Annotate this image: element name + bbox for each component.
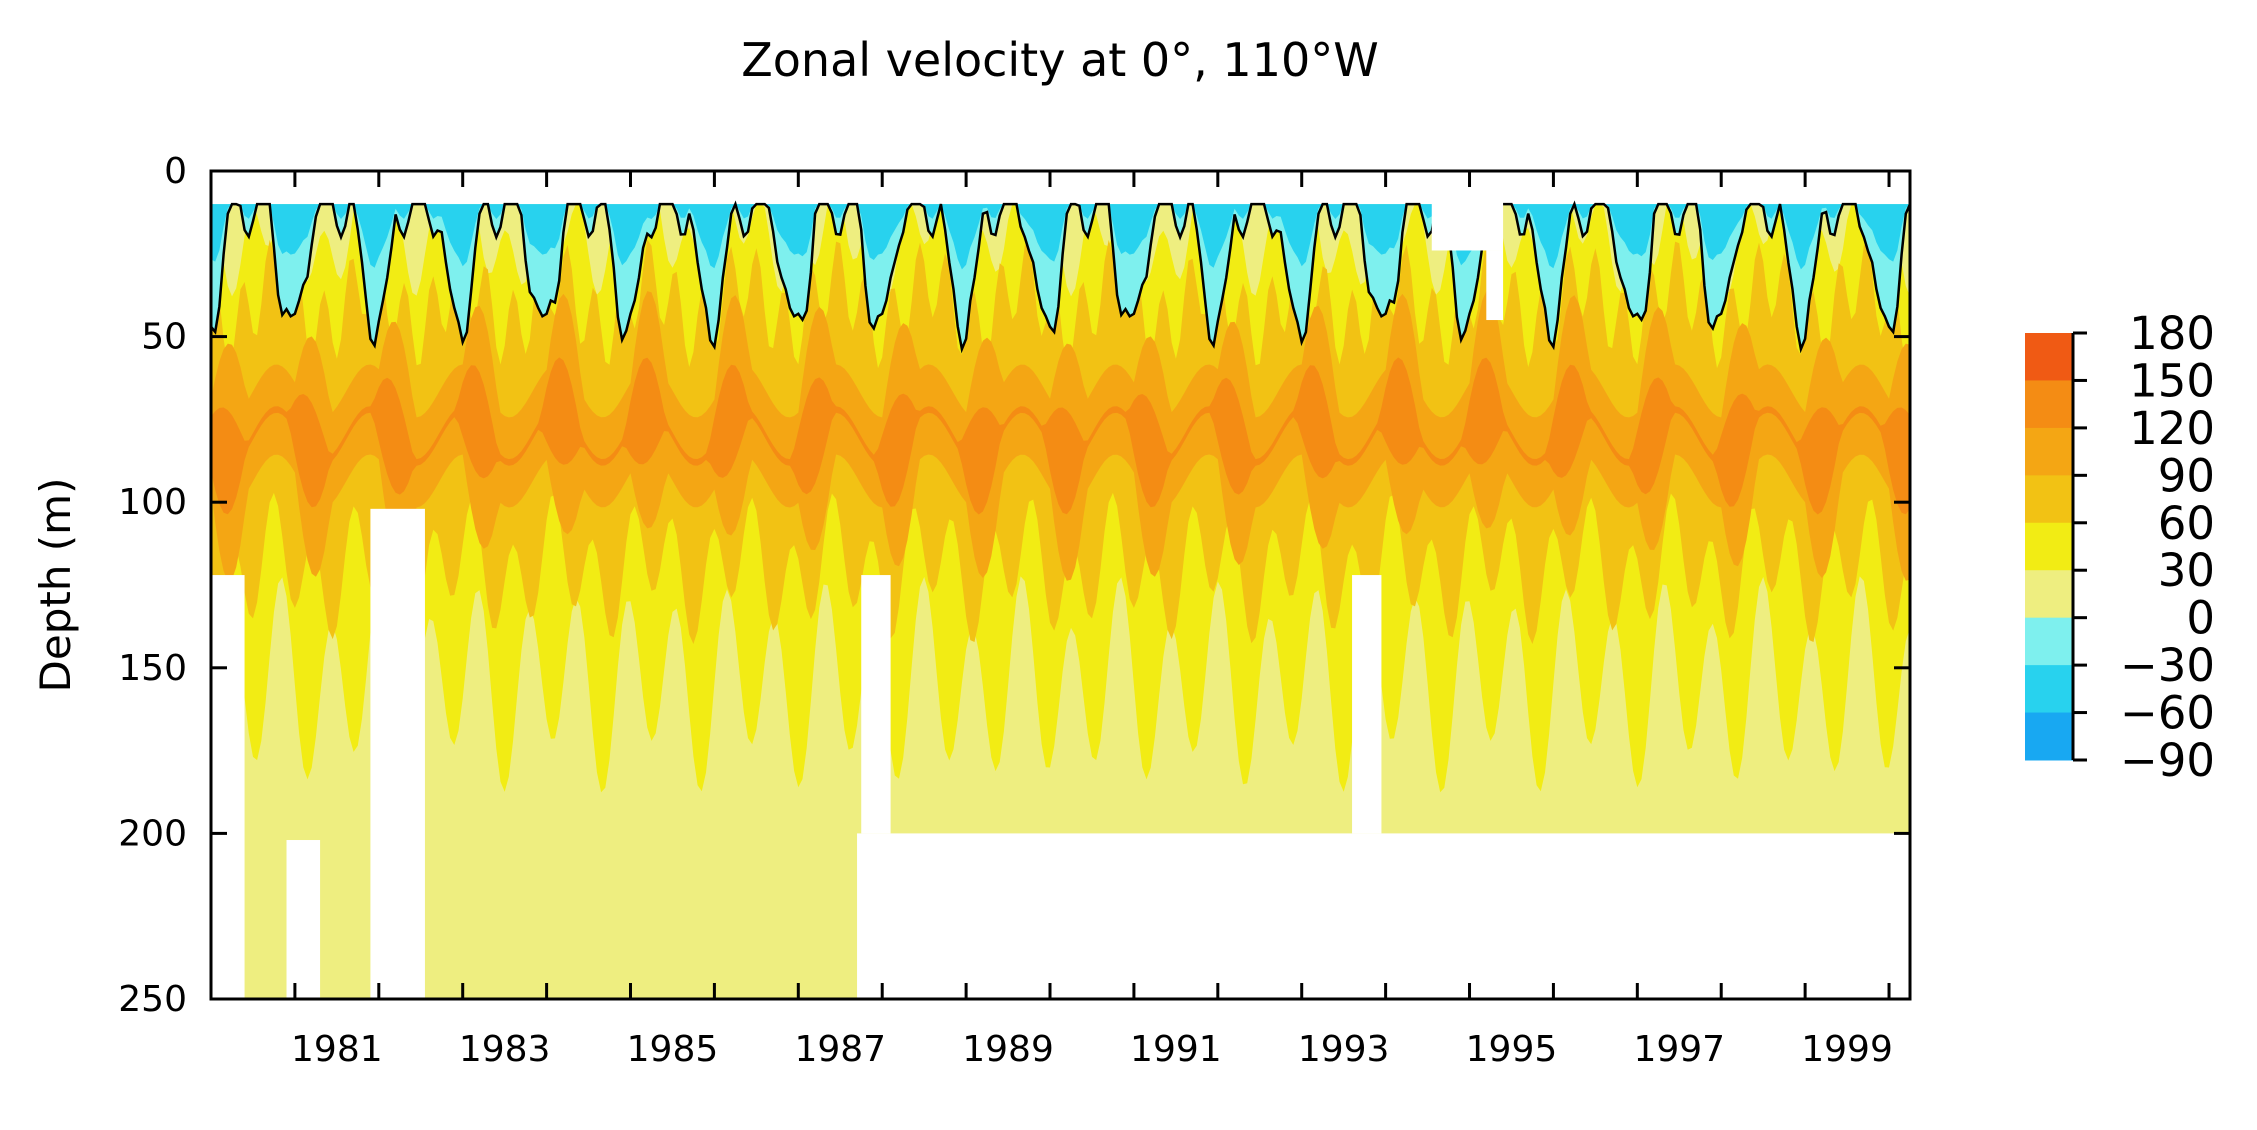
y-tick-label-250: 250 <box>118 979 187 1020</box>
colorbar-label-7: −30 <box>2120 639 2215 692</box>
data-gap-3 <box>861 575 891 834</box>
x-tick-label-1993: 1993 <box>1298 1029 1390 1070</box>
colorbar-label-2: 120 <box>2129 402 2215 455</box>
colorbar-label-8: −60 <box>2120 687 2215 740</box>
data-gap-0 <box>211 575 245 999</box>
x-axis: 1981 1983 1985 1987 1989 1991 1993 1995 1997 1999 <box>209 171 1893 1070</box>
colorbar-swatch-3 <box>2025 475 2073 524</box>
velocity-field <box>211 200 1910 999</box>
colorbar-label-4: 60 <box>2158 497 2215 550</box>
plot-area <box>211 171 1910 999</box>
colorbar-label-5: 30 <box>2158 544 2215 597</box>
x-tick-label-1985: 1985 <box>627 1029 719 1070</box>
zero-contour <box>211 200 1910 354</box>
data-gap-5 <box>1431 171 1504 251</box>
data-gap-4 <box>1352 575 1382 834</box>
x-tick-label-1995: 1995 <box>1466 1029 1558 1070</box>
y-tick-label-200: 200 <box>118 813 187 854</box>
x-tick-label-1981: 1981 <box>291 1029 383 1070</box>
colorbar-swatch-8 <box>2025 712 2073 761</box>
y-tick-label-150: 150 <box>118 648 187 689</box>
colorbar-label-1: 150 <box>2129 354 2215 407</box>
colorbar-label-0: 180 <box>2129 307 2215 360</box>
data-gaps <box>211 171 1910 999</box>
data-gap-7 <box>857 833 1910 999</box>
colorbar-swatch-5 <box>2025 570 2073 619</box>
data-gap-6 <box>1486 250 1504 321</box>
colorbar-swatch-4 <box>2025 522 2073 571</box>
band-neg30-60 <box>211 204 1910 270</box>
colorbar-swatch-0 <box>2025 333 2073 381</box>
data-gap-2 <box>370 508 425 999</box>
y-tick-label-0: 0 <box>164 151 187 192</box>
y-tick-label-50: 50 <box>141 317 187 358</box>
x-tick-label-1983: 1983 <box>459 1029 551 1070</box>
x-tick-label-1989: 1989 <box>962 1029 1054 1070</box>
data-gap-1 <box>286 840 321 999</box>
x-tick-label-1999: 1999 <box>1801 1029 1893 1070</box>
colorbar-swatch-2 <box>2025 427 2073 476</box>
x-tick-label-1991: 1991 <box>1130 1029 1222 1070</box>
y-axis: 0 50 100 150 200 250 <box>118 151 1910 1020</box>
colorbar-label-3: 90 <box>2158 449 2215 502</box>
chart-title: Zonal velocity at 0°, 110°W <box>741 33 1378 87</box>
colorbar-swatch-6 <box>2025 617 2073 666</box>
y-tick-label-100: 100 <box>118 482 187 523</box>
colorbar-label-6: 0 <box>2186 592 2215 645</box>
colorbar-swatch-1 <box>2025 380 2073 429</box>
plot-frame <box>209 169 1912 1001</box>
y-axis-label: Depth (m) <box>31 478 80 693</box>
colorbar-swatch-7 <box>2025 665 2073 714</box>
colorbar-label-9: −90 <box>2120 734 2215 787</box>
x-tick-label-1987: 1987 <box>794 1029 886 1070</box>
band-120-150 <box>211 357 1910 515</box>
x-tick-label-1997: 1997 <box>1633 1029 1725 1070</box>
